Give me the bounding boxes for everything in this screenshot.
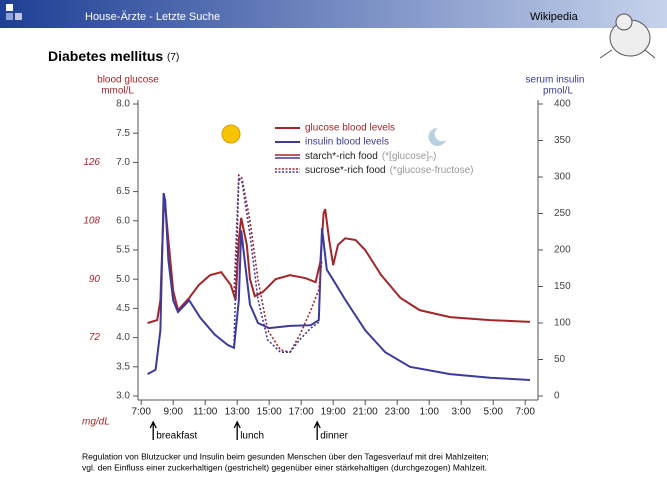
y-tick-label: 4.5 (116, 303, 130, 314)
series-line (148, 193, 530, 380)
y-tick-label: 3.0 (116, 391, 130, 402)
page: House-Ärzte - Letzte Suche Wikipedia Dia… (0, 0, 667, 488)
x-tick-label: 9:00 (163, 407, 183, 418)
meal-label: breakfast (156, 431, 197, 442)
x-tick-label: 1:00 (419, 407, 439, 418)
y3-tick-label: 72 (89, 332, 101, 343)
x-tick-label: 11:00 (193, 407, 218, 418)
legend-note: (*glucose-fructose) (390, 165, 474, 176)
legend-label: glucose blood levels (305, 123, 395, 134)
y2-tick-label: 0 (554, 391, 560, 402)
y3-tick-label: 126 (83, 157, 100, 168)
y-unit: mmol/L (101, 86, 134, 97)
y2-label: serum insulin (526, 75, 585, 86)
y2-tick-label: 400 (554, 99, 571, 110)
x-tick-label: 21:00 (353, 407, 378, 418)
y-tick-label: 6.0 (116, 215, 130, 226)
moon (429, 128, 446, 146)
caption-line: vgl. den Einfluss einer zuckerhaltigen (… (82, 462, 487, 472)
legend-label: starch*-rich food (305, 151, 378, 162)
y-tick-label: 8.0 (116, 99, 130, 110)
y-tick-label: 4.0 (116, 332, 130, 343)
meal-label: lunch (240, 431, 264, 442)
x-tick-label: 13:00 (225, 407, 250, 418)
x-tick-label: 17:00 (289, 407, 314, 418)
meal-label: dinner (320, 431, 348, 442)
header-left: House-Ärzte - Letzte Suche (85, 11, 220, 23)
header-right: Wikipedia (530, 11, 579, 23)
y2-tick-label: 350 (554, 135, 571, 146)
slide: House-Ärzte - Letzte Suche Wikipedia Dia… (0, 0, 667, 488)
y3-unit: mg/dL (82, 417, 110, 428)
chart: 3.0 3.5 4.0 4.5 5.0 5.5 6.0 6.5 7.0 7.5 8.0 0 50 100 1… (82, 75, 584, 442)
y2-unit: pmol/L (543, 86, 573, 97)
deco (6, 4, 13, 11)
legend-entry: starch*-rich food (*[glucose]ₙ) (305, 151, 436, 162)
deco (15, 13, 22, 20)
y-tick-label: 5.0 (116, 274, 130, 285)
y3-tick-label: 90 (89, 274, 101, 285)
y2-tick-label: 200 (554, 245, 571, 256)
legend-note: (*[glucose]ₙ) (382, 151, 437, 162)
y-tick-label: 6.5 (116, 186, 130, 197)
y-tick-label: 5.5 (116, 245, 130, 256)
series-line (148, 205, 530, 323)
legend-entry: sucrose*-rich food (*glucose-fructose) (305, 165, 474, 176)
title-text: Diabetes mellitus (48, 48, 163, 64)
x-tick-label: 15:00 (257, 407, 282, 418)
y2-tick-label: 250 (554, 208, 571, 219)
y2-tick-label: 100 (554, 318, 571, 329)
y2-tick-label: 50 (554, 354, 566, 365)
x-tick-label: 19:00 (321, 407, 346, 418)
x-tick-label: 7:00 (515, 407, 535, 418)
y-tick-label: 7.0 (116, 157, 130, 168)
x-tick-label: 23:00 (385, 407, 410, 418)
deco (6, 13, 13, 20)
legend-label: insulin blood levels (305, 137, 389, 148)
y-tick-label: 7.5 (116, 128, 130, 139)
x-tick-label: 3:00 (451, 407, 471, 418)
x-tick-label: 5:00 (483, 407, 503, 418)
sun (222, 125, 240, 143)
legend-label: sucrose*-rich food (305, 165, 386, 176)
title-note: (7) (167, 52, 179, 63)
y3-tick-label: 108 (83, 215, 100, 226)
y2-tick-label: 150 (554, 281, 571, 292)
slide-title: Diabetes mellitus (7) (48, 48, 179, 64)
y-tick-label: 3.5 (116, 361, 130, 372)
x-tick-label: 7:00 (131, 407, 151, 418)
y-label: blood glucose (97, 75, 159, 86)
y2-tick-label: 300 (554, 172, 571, 183)
caption-line: Regulation von Blutzucker und Insulin be… (82, 451, 489, 461)
